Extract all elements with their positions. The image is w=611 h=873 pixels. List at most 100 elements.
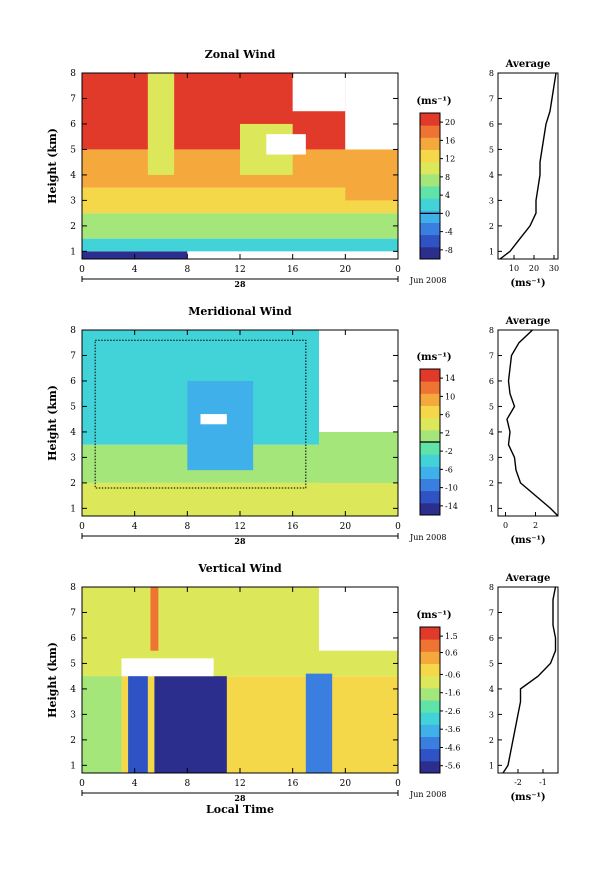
colorbar-swatch [420,663,440,677]
colorbar-swatch [420,125,440,138]
colorbar-tick-label: -2.6 [445,707,460,716]
profile-y-tick-label: 5 [489,145,494,154]
profile-x-tick-label: 2 [533,521,538,530]
y-tick-label: 6 [70,377,76,387]
colorbar: 20 16 12 8 4 0 -4 -8 (ms⁻¹) [416,96,455,260]
y-tick-label: 1 [70,504,76,514]
profile-y-tick-label: 2 [489,222,494,231]
x-tick-label: 0 [79,265,85,275]
heatmap-cell [319,431,398,483]
colorbar-tick-label: 1.5 [445,632,458,641]
profile-y-tick-label: 1 [489,247,494,256]
profile-y-tick-label: 7 [489,351,494,360]
missing-data-region [266,134,306,155]
profile-y-tick-label: 3 [489,710,494,719]
x-tick-label: 0 [79,779,85,789]
y-tick-label: 6 [70,634,76,644]
colorbar-tick-label: 14 [445,374,455,383]
x-tick-label: 4 [132,779,138,789]
colorbar-swatch [420,210,440,223]
y-tick-label: 4 [70,685,76,695]
profile-y-tick-label: 4 [489,428,494,437]
colorbar-tick-label: 6 [445,411,450,420]
y-tick-label: 1 [70,247,76,257]
profile-y-tick-label: 5 [489,402,494,411]
colorbar-tick-label: 16 [445,136,455,145]
colorbar-swatch [420,675,440,689]
heatmap-cell [147,73,175,175]
profile-y-tick-label: 7 [489,94,494,103]
panel-title: Vertical Wind [197,562,282,575]
profile-y-tick-label: 5 [489,659,494,668]
x-tick-label: 0 [395,265,401,275]
missing-data-region [319,587,398,651]
colorbar-swatch [420,222,440,236]
x-tick-label: 8 [184,522,190,532]
average-profile: Average 1 2 3 4 5 6 7 8 0 2 (ms⁻¹) [489,316,559,546]
colorbar-swatch [420,234,440,248]
profile-y-tick-label: 6 [489,634,494,643]
colorbar-tick-label: 0 [445,209,450,218]
x-tick-label: 12 [234,265,245,275]
colorbar-swatch [420,161,440,175]
colorbar-swatch [420,687,440,701]
colorbar-swatch [420,639,440,652]
colorbar-swatch [420,417,440,431]
colorbar-unit-label: (ms⁻¹) [416,352,451,363]
profile-title: Average [505,573,551,584]
profile-x-label: (ms⁻¹) [510,792,545,803]
x-tick-label: 0 [79,522,85,532]
colorbar-tick-label: -4 [445,228,453,237]
profile-line [499,72,557,260]
x-tick-label: 12 [234,522,245,532]
colorbar-tick-label: 10 [445,392,455,401]
colorbar-swatch [420,712,440,725]
profile-y-tick-label: 8 [489,583,494,592]
y-tick-label: 6 [70,120,76,130]
profile-x-tick-label: 0 [503,521,508,530]
profile-y-tick-label: 8 [489,69,494,78]
date-marker: 28 [234,279,246,289]
colorbar-tick-label: 20 [445,118,455,127]
y-tick-label: 7 [70,608,76,618]
heatmap-cell [121,342,161,407]
y-tick-label: 2 [70,479,76,489]
y-tick-label: 5 [70,402,76,412]
x-tick-label: 4 [132,522,138,532]
colorbar-tick-label: -1.6 [445,689,460,698]
colorbar-swatch [420,198,440,211]
panel-title: Zonal Wind [205,48,276,61]
zero-contour [94,339,307,489]
heatmap-cell [187,380,254,471]
y-tick-label: 4 [70,171,76,181]
colorbar-swatch [420,381,440,394]
y-tick-label: 4 [70,428,76,438]
x-tick-label: 16 [287,779,299,789]
colorbar-tick-label: -6 [445,465,453,474]
x-axis-label: Local Time [206,803,274,816]
missing-data-region [345,73,398,150]
colorbar-swatch [420,454,440,467]
colorbar: 1.5 0.6 -0.6 -1.6 -2.6 -3.6 -4.6 -5.6 (ms⁻¹) [416,610,460,774]
y-tick-label: 5 [70,145,76,155]
colorbar-swatch [420,490,440,504]
y-tick-label: 8 [70,583,76,593]
colorbar-swatch [420,113,440,126]
x-tick-label: 20 [340,779,352,789]
profile-y-tick-label: 7 [489,608,494,617]
colorbar-tick-label: -8 [445,246,453,255]
colorbar-tick-label: -10 [445,484,458,493]
colorbar-swatch [420,149,440,163]
panel-title: Meridional Wind [188,305,292,318]
heatmap-cell [128,673,148,773]
y-tick-label: 8 [70,326,76,336]
profile-frame [497,72,559,260]
colorbar-swatch [420,429,440,443]
date-label: Jun 2008 [409,790,446,799]
profile-y-tick-label: 6 [489,377,494,386]
profile-title: Average [505,59,551,70]
profile-x-tick-label: 20 [529,264,539,273]
profile-frame [497,586,559,774]
y-tick-label: 3 [70,710,76,720]
